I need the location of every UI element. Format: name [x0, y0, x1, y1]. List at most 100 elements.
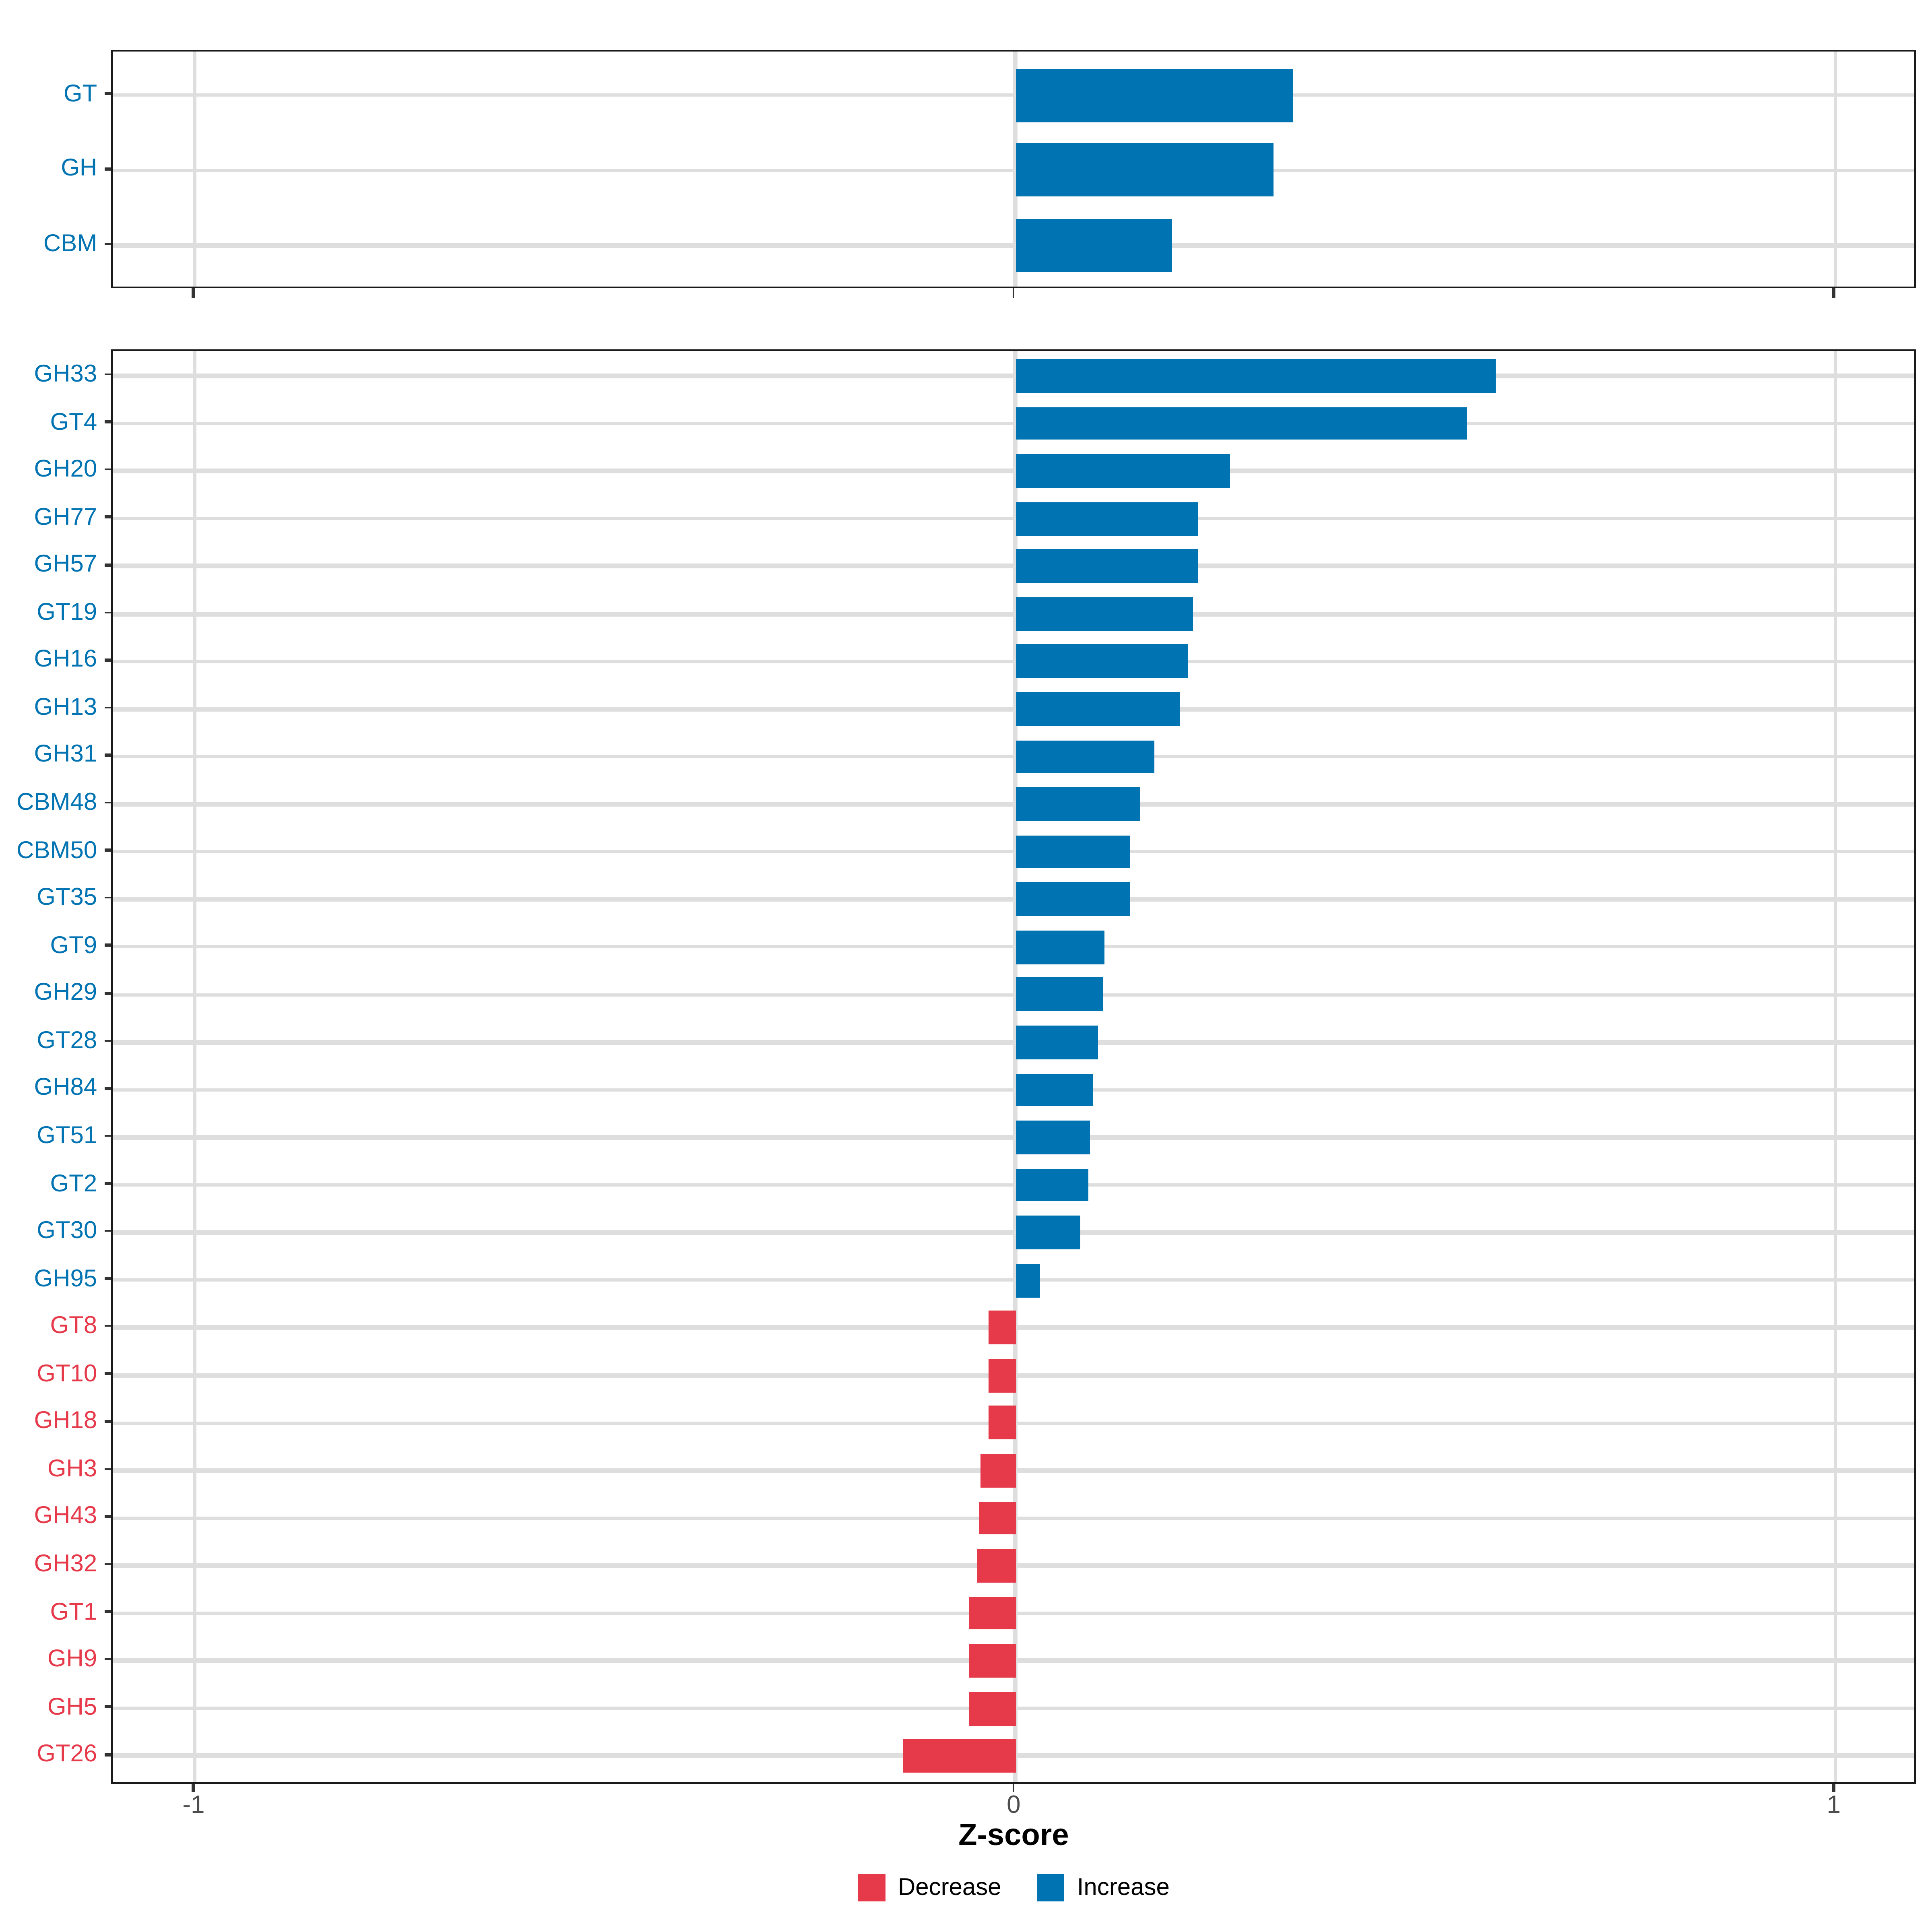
gridline-row [113, 1183, 1914, 1187]
y-tick [104, 1610, 112, 1613]
y-tick [104, 242, 112, 246]
y-label-GH57: GH57 [34, 551, 97, 578]
y-label-GH13: GH13 [34, 694, 97, 721]
gridline-row [113, 168, 1914, 172]
gridline-row [113, 1088, 1914, 1092]
gridline-row [113, 707, 1914, 711]
y-tick [104, 1468, 112, 1470]
bar-GT4 [1015, 407, 1466, 440]
gridline-row [113, 469, 1914, 473]
y-label-GT8: GT8 [50, 1312, 97, 1340]
y-label-GH16: GH16 [34, 646, 97, 674]
bar-GH20 [1015, 454, 1230, 488]
gridline-row [113, 612, 1914, 616]
y-label-GT28: GT28 [37, 1027, 97, 1055]
y-label-GH32: GH32 [34, 1550, 97, 1578]
bar-GH32 [977, 1549, 1016, 1583]
y-tick [104, 896, 112, 899]
legend-label-decrease: Decrease [898, 1873, 1001, 1901]
y-tick [104, 1515, 112, 1518]
bar-GH77 [1015, 502, 1198, 536]
y-tick [104, 1039, 112, 1042]
cazy-class-panel [111, 49, 1916, 288]
bar-GH33 [1015, 359, 1495, 393]
bar-CBM [1015, 219, 1173, 272]
y-label-GT9: GT9 [50, 931, 97, 959]
legend-label-increase: Increase [1077, 1873, 1170, 1901]
y-label-GH: GH [61, 155, 97, 182]
bar-GT19 [1015, 597, 1193, 631]
y-label-GH18: GH18 [34, 1408, 97, 1435]
y-tick [104, 563, 112, 566]
bar-GH57 [1015, 549, 1197, 583]
x-tick [192, 1783, 195, 1792]
y-tick [104, 658, 112, 661]
gridline-row [113, 993, 1914, 997]
y-label-GH95: GH95 [34, 1265, 97, 1292]
gridline-row [113, 374, 1914, 378]
y-tick [104, 1087, 112, 1090]
y-label-GH9: GH9 [47, 1645, 97, 1673]
bar-CBM50 [1015, 835, 1131, 869]
x-axis-title: Z-score [958, 1819, 1069, 1853]
y-tick [104, 1753, 112, 1756]
bar-GH [1015, 144, 1273, 197]
x-tick [1832, 1783, 1835, 1792]
y-label-CBM50: CBM50 [17, 836, 97, 864]
y-label-GT26: GT26 [37, 1740, 97, 1768]
y-tick [104, 849, 112, 852]
y-tick [104, 421, 112, 423]
bar-GT2 [1015, 1168, 1089, 1202]
gridline-x--1 [193, 351, 197, 1782]
y-tick [104, 1230, 112, 1232]
bar-GH5 [969, 1692, 1016, 1726]
y-label-CBM48: CBM48 [17, 789, 97, 817]
bar-GT [1015, 68, 1294, 122]
bar-GH13 [1015, 692, 1181, 726]
y-label-GH29: GH29 [34, 979, 97, 1007]
gridline-row [113, 1278, 1914, 1282]
bar-GT28 [1015, 1025, 1098, 1059]
y-label-GT10: GT10 [37, 1360, 97, 1387]
bar-GH31 [1015, 740, 1154, 774]
bar-GT26 [904, 1739, 1016, 1773]
y-label-GT1: GT1 [50, 1598, 97, 1626]
bar-GT9 [1015, 930, 1105, 964]
y-tick [104, 1372, 112, 1375]
y-tick [104, 1134, 112, 1137]
y-tick [104, 801, 112, 804]
y-label-GT35: GT35 [37, 884, 97, 912]
gridline-row [113, 1135, 1914, 1139]
y-label-GH5: GH5 [47, 1693, 97, 1721]
bar-GH16 [1015, 644, 1188, 678]
gridline-row [113, 945, 1914, 949]
gridline-row [113, 516, 1914, 521]
bar-GT30 [1015, 1216, 1080, 1249]
x-tick [1012, 288, 1015, 297]
bar-GH29 [1015, 978, 1103, 1011]
y-tick [104, 1325, 112, 1327]
x-tick [1832, 288, 1835, 297]
y-tick [104, 1277, 112, 1280]
gridline-row [113, 897, 1914, 902]
y-label-GT2: GT2 [50, 1170, 97, 1197]
legend-item-decrease: Decrease [857, 1873, 1001, 1901]
y-tick [104, 516, 112, 518]
y-tick [104, 92, 112, 95]
gridline-row [113, 244, 1914, 248]
gridline-row [113, 1230, 1914, 1235]
gridline-row [113, 754, 1914, 759]
bar-GT35 [1015, 883, 1130, 916]
bar-GH84 [1015, 1073, 1094, 1107]
gridline-row [113, 564, 1914, 568]
y-label-GH84: GH84 [34, 1074, 97, 1102]
y-tick [104, 611, 112, 614]
bar-GH43 [978, 1501, 1016, 1535]
y-tick [104, 1563, 112, 1566]
bar-GT10 [989, 1358, 1016, 1392]
gridline-row [113, 850, 1914, 854]
x-tick-label: 0 [1007, 1792, 1021, 1819]
bar-GH18 [989, 1406, 1016, 1440]
y-label-GT: GT [63, 80, 97, 107]
